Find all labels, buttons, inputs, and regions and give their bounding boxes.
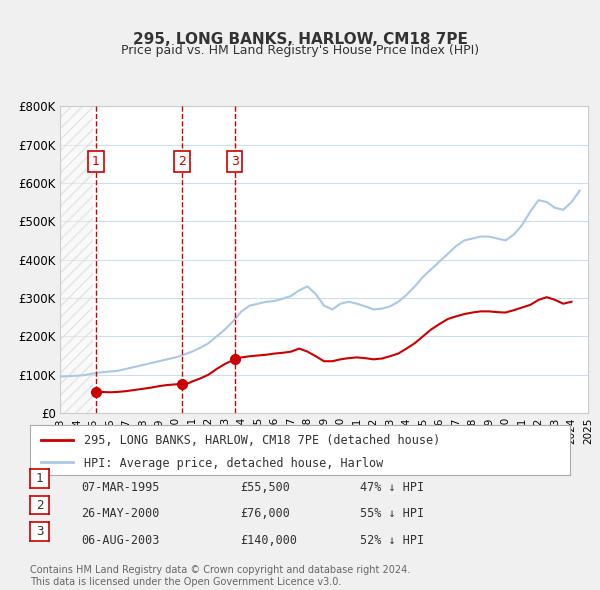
Text: 26-MAY-2000: 26-MAY-2000 (81, 507, 160, 520)
Text: 3: 3 (231, 155, 239, 168)
Text: £55,500: £55,500 (240, 481, 290, 494)
Text: 295, LONG BANKS, HARLOW, CM18 7PE (detached house): 295, LONG BANKS, HARLOW, CM18 7PE (detac… (84, 434, 440, 447)
Text: £140,000: £140,000 (240, 534, 297, 547)
Text: 07-MAR-1995: 07-MAR-1995 (81, 481, 160, 494)
Text: 52% ↓ HPI: 52% ↓ HPI (360, 534, 424, 547)
Text: HPI: Average price, detached house, Harlow: HPI: Average price, detached house, Harl… (84, 457, 383, 470)
Text: 2: 2 (178, 155, 186, 168)
Text: 2: 2 (36, 499, 43, 512)
Bar (60, 106, 93, 413)
Text: 3: 3 (36, 525, 43, 538)
Text: 06-AUG-2003: 06-AUG-2003 (81, 534, 160, 547)
Bar (60, 106, 96, 413)
Text: 47% ↓ HPI: 47% ↓ HPI (360, 481, 424, 494)
Text: 1: 1 (92, 155, 100, 168)
Text: 295, LONG BANKS, HARLOW, CM18 7PE: 295, LONG BANKS, HARLOW, CM18 7PE (133, 32, 467, 47)
Text: 55% ↓ HPI: 55% ↓ HPI (360, 507, 424, 520)
Text: 1: 1 (36, 472, 43, 485)
Text: Contains HM Land Registry data © Crown copyright and database right 2024.
This d: Contains HM Land Registry data © Crown c… (30, 565, 410, 587)
Text: Price paid vs. HM Land Registry's House Price Index (HPI): Price paid vs. HM Land Registry's House … (121, 44, 479, 57)
Text: £76,000: £76,000 (240, 507, 290, 520)
